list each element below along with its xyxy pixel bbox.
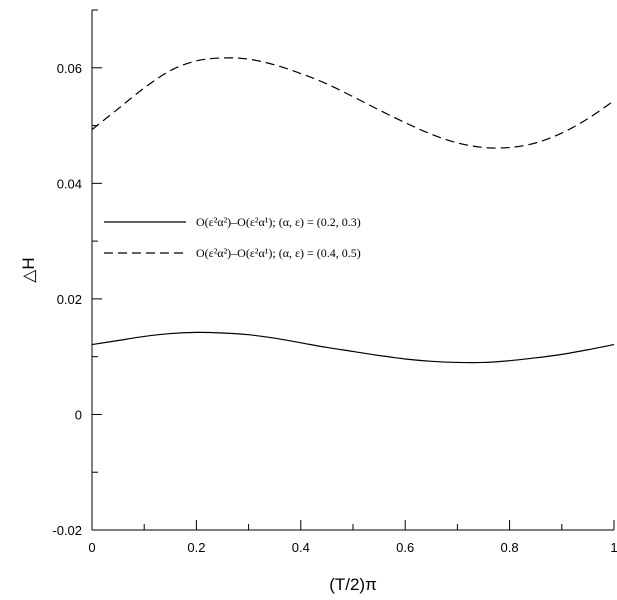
legend: O(ε²α²)–O(ε²α¹); (α, ε) = (0.2, 0.3) O(ε²… — [104, 215, 361, 260]
y-tick-label: -0.02 — [52, 523, 82, 538]
legend-label: O(ε²α²)–O(ε²α¹); (α, ε) = (0.4, 0.5) — [196, 246, 361, 260]
series-group — [91, 57, 615, 364]
x-axis-ticks: 0 0.2 0.4 0.6 0.8 1 — [88, 520, 617, 555]
x-tick-label: 0.6 — [396, 540, 414, 555]
series-line-solid — [91, 331, 615, 364]
series-line-dashed — [91, 57, 615, 149]
y-tick-label: 0.02 — [57, 292, 82, 307]
y-tick-label: 0.06 — [57, 61, 82, 76]
x-tick-label: 1 — [610, 540, 617, 555]
y-tick-label: 0 — [75, 407, 82, 422]
x-tick-label: 0 — [88, 540, 95, 555]
y-axis-ticks: -0.02 0 0.02 0.04 0.06 — [52, 9, 102, 538]
legend-label: O(ε²α²)–O(ε²α¹); (α, ε) = (0.2, 0.3) — [196, 215, 361, 229]
y-tick-label: 0.04 — [57, 176, 82, 191]
x-axis-label: (T/2)π — [329, 575, 377, 594]
y-axis-label: △H — [19, 257, 38, 282]
x-tick-label: 0.4 — [292, 540, 310, 555]
x-tick-label: 0.8 — [501, 540, 519, 555]
x-tick-label: 0.2 — [187, 540, 205, 555]
